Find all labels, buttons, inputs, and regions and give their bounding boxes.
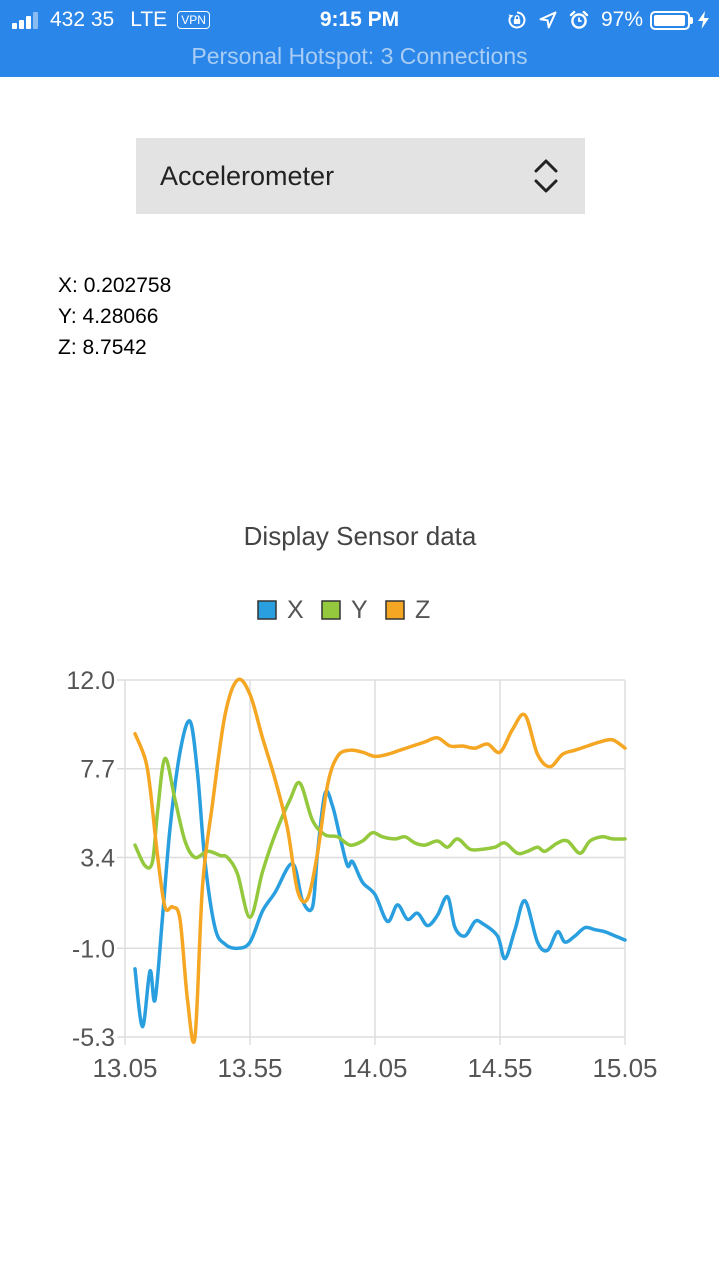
x-tick-label: 13.55 (217, 1053, 282, 1083)
reading-y-label: Y: (58, 305, 83, 328)
x-tick-label: 14.05 (342, 1053, 407, 1083)
series-line-x (133, 719, 627, 1029)
reading-z-label: Z: (58, 336, 83, 359)
status-bar: 432 35 LTE VPN 9:15 PM 97 (0, 0, 719, 77)
status-time: 9:15 PM (319, 8, 400, 31)
battery-percent: 97% (600, 8, 643, 31)
carrier-name: 432 35 (50, 8, 115, 31)
legend-label: X (287, 596, 304, 624)
network-type: LTE (130, 8, 168, 31)
status-left: 432 35 LTE VPN (12, 7, 210, 33)
battery-icon (650, 10, 693, 30)
charging-bolt-icon (698, 11, 709, 29)
chart-title: Display Sensor data (244, 521, 477, 551)
x-tick-label: 13.05 (92, 1053, 157, 1083)
chart-legend: X Y Z (257, 596, 430, 624)
series-line-z (133, 677, 627, 1044)
reading-z: Z: 8.7542 (58, 332, 171, 363)
hotspot-banner[interactable]: Personal Hotspot: 3 Connections (191, 43, 528, 69)
reading-y-value: 4.28066 (82, 305, 159, 328)
chart-x-axis: 13.05 13.55 14.05 14.55 15.05 (92, 1053, 657, 1083)
sensor-select[interactable]: Accelerometer (136, 138, 585, 214)
y-tick-label: -1.0 (72, 935, 115, 963)
location-arrow-icon (539, 11, 557, 29)
reading-x-value: 0.202758 (83, 274, 172, 297)
x-tick-label: 15.05 (592, 1053, 657, 1083)
legend-swatch (321, 600, 341, 620)
reading-x-label: X: (58, 274, 84, 297)
alarm-icon (569, 10, 589, 30)
legend-label: Z (415, 596, 430, 624)
reading-y: Y: 4.28066 (58, 301, 171, 332)
legend-item-y[interactable]: Y (321, 596, 368, 624)
legend-swatch (257, 600, 277, 620)
reading-z-value: 8.7542 (82, 336, 147, 359)
legend-item-z[interactable]: Z (385, 596, 430, 624)
status-right: 97% (507, 7, 709, 33)
legend-swatch (385, 600, 405, 620)
legend-item-x[interactable]: X (257, 596, 304, 624)
reading-x: X: 0.202758 (58, 270, 171, 301)
y-tick-label: 12.0 (66, 667, 115, 695)
y-tick-label: 7.7 (80, 756, 115, 784)
legend-label: Y (351, 596, 368, 624)
chevron-up-down-icon (533, 157, 559, 200)
sensor-select-value: Accelerometer (160, 161, 335, 191)
x-tick-label: 14.55 (467, 1053, 532, 1083)
signal-icon (12, 11, 40, 29)
y-tick-label: 3.4 (80, 844, 115, 872)
chart-series (133, 677, 627, 1044)
battery-fill (654, 14, 686, 26)
chart-y-axis: 12.0 7.7 3.4 -1.0 -5.3 (66, 667, 115, 1052)
sensor-readings: X: 0.202758 Y: 4.28066 Z: 8.7542 (58, 270, 171, 363)
y-tick-label: -5.3 (72, 1024, 115, 1052)
series-line-y (133, 756, 627, 920)
sensor-chart: Display Sensor data X Y Z 12.0 7.7 3.4 -1.0 -5… (66, 521, 657, 1083)
vpn-badge: VPN (177, 11, 210, 29)
orientation-lock-icon (507, 10, 527, 30)
